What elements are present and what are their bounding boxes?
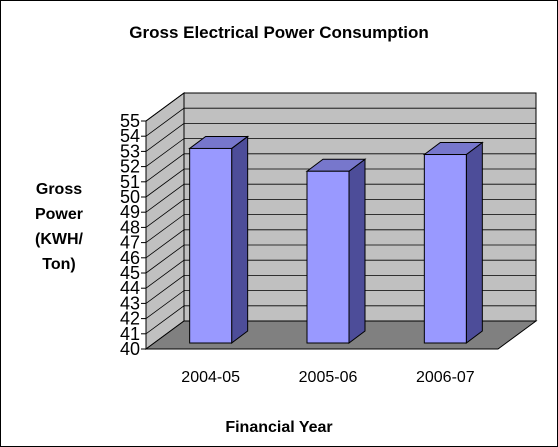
y-axis-label-line: (KWH/ [35, 231, 83, 248]
gridline [145, 107, 536, 137]
x-tick-label: 2006-07 [416, 369, 475, 386]
bar-side [465, 141, 483, 344]
gridline [145, 153, 536, 183]
y-tick-label: 47 [120, 233, 140, 253]
gridline [145, 274, 536, 304]
gridline [145, 92, 536, 122]
x-tick-label: 2004-05 [181, 369, 240, 386]
y-tick-label: 52 [120, 157, 140, 177]
y-tick-label: 42 [120, 309, 140, 329]
y-tick-label: 44 [120, 278, 140, 298]
chart-title: Gross Electrical Power Consumption [129, 23, 429, 42]
y-tick-label: 50 [120, 187, 140, 207]
side-wall [145, 92, 185, 350]
gridline [145, 183, 536, 213]
y-tick-label: 53 [120, 141, 140, 161]
y-axis-label-line: Power [34, 206, 83, 223]
x-tick-label: 2005-06 [299, 369, 358, 386]
bar [423, 154, 467, 344]
bar-side [348, 158, 366, 344]
y-axis-label-line: Ton) [42, 256, 76, 273]
gridline [145, 198, 536, 228]
y-tick-label: 40 [120, 339, 140, 359]
y-tick-label: 46 [120, 248, 140, 268]
gridline [145, 305, 536, 335]
y-tick-label: 55 [120, 111, 140, 131]
bar-side [231, 135, 249, 344]
y-tick-label: 41 [120, 324, 140, 344]
gridline [145, 229, 536, 259]
y-tick-label: 49 [120, 202, 140, 222]
gridline [145, 244, 536, 274]
y-tick-label: 54 [120, 126, 140, 146]
gridline [145, 168, 536, 198]
y-axis-label-line: Gross [35, 181, 83, 198]
y-tick-label: 51 [120, 172, 140, 192]
gridline [145, 214, 536, 243]
bar [306, 170, 350, 344]
y-tick-label: 43 [120, 293, 140, 313]
gridline [145, 138, 536, 167]
y-tick-label: 48 [120, 217, 140, 237]
bar [189, 147, 233, 344]
gridline [145, 290, 536, 319]
x-axis-label: Financial Year [225, 419, 333, 436]
gridline [145, 259, 536, 289]
y-tick-label: 45 [120, 263, 140, 283]
y-axis-label: Gross Power (KWH/ Ton) [19, 177, 99, 277]
gridline [145, 123, 536, 152]
